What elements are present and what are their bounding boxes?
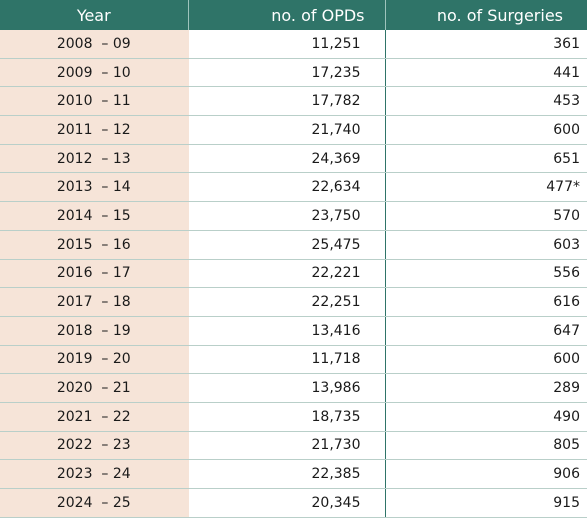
year-cell: 2008 – 09 (0, 30, 189, 59)
year-cell: 2017 – 18 (0, 287, 189, 317)
header-row: Year no. of OPDs no. of Surgeries (0, 0, 587, 30)
year-cell: 2020 – 21 (0, 373, 189, 403)
table-row: 2017 – 18 22,251 616 (0, 287, 587, 317)
year-cell: 2023 – 24 (0, 459, 189, 489)
year-cell: 2011 – 12 (0, 115, 189, 145)
opds-cell: 25,475 (188, 230, 386, 260)
table-row: 2022 – 23 21,730 805 (0, 431, 587, 461)
table-row: 2008 – 09 11,251 361 (0, 30, 587, 59)
opds-cell: 22,221 (188, 259, 386, 289)
table-row: 2009 – 10 17,235 441 (0, 58, 587, 88)
opds-cell: 22,385 (188, 459, 386, 489)
table-row: 2013 – 14 22,634 477* (0, 172, 587, 203)
surgeries-cell: 805 (385, 431, 587, 461)
opds-cell: 20,345 (188, 488, 386, 518)
table-row: 2012 – 13 24,369 651 (0, 144, 587, 174)
year-cell: 2022 – 23 (0, 431, 189, 461)
table-row: 2018 – 19 13,416 647 (0, 316, 587, 346)
header-opds: no. of OPDs (188, 0, 386, 30)
table-row: 2016 – 17 22,221 556 (0, 259, 587, 289)
table-row: 2010 – 11 17,782 453 (0, 86, 587, 117)
surgeries-cell: 361 (385, 30, 587, 59)
table-row: 2011 – 12 21,740 600 (0, 115, 587, 145)
surgeries-cell: 906 (385, 459, 587, 489)
opds-cell: 21,730 (188, 431, 386, 461)
year-cell: 2010 – 11 (0, 86, 189, 117)
opds-cell: 11,251 (188, 30, 386, 59)
surgeries-cell: 600 (385, 345, 587, 375)
table-row: 2020 – 21 13,986 289 (0, 373, 587, 403)
opds-cell: 13,416 (188, 316, 386, 346)
surgeries-cell: 477* (385, 172, 587, 203)
table-row: 2024 – 25 20,345 915 (0, 488, 587, 518)
surgeries-cell: 616 (385, 287, 587, 317)
year-cell: 2014 – 15 (0, 201, 189, 231)
surgeries-cell: 600 (385, 115, 587, 145)
year-cell: 2018 – 19 (0, 316, 189, 346)
table-row: 2019 – 20 11,718 600 (0, 345, 587, 375)
opds-cell: 22,251 (188, 287, 386, 317)
surgeries-cell: 453 (385, 86, 587, 117)
surgeries-cell: 570 (385, 201, 587, 231)
header-year: Year (0, 0, 189, 30)
header-surgeries: no. of Surgeries (385, 0, 587, 30)
opds-cell: 11,718 (188, 345, 386, 375)
year-cell: 2012 – 13 (0, 144, 189, 174)
surgeries-cell: 289 (385, 373, 587, 403)
opds-cell: 24,369 (188, 144, 386, 174)
year-cell: 2015 – 16 (0, 230, 189, 260)
table-body: 2008 – 09 11,251 361 2009 – 10 17,235 441 2010… (0, 30, 587, 518)
table-row: 2023 – 24 22,385 906 (0, 459, 587, 489)
surgeries-cell: 490 (385, 402, 587, 432)
surgeries-cell: 651 (385, 144, 587, 174)
surgeries-cell: 915 (385, 488, 587, 518)
surgeries-cell: 441 (385, 58, 587, 88)
year-cell: 2021 – 22 (0, 402, 189, 432)
surgeries-cell: 603 (385, 230, 587, 260)
table-row: 2015 – 16 25,475 603 (0, 230, 587, 260)
surgeries-cell: 647 (385, 316, 587, 346)
opds-cell: 18,735 (188, 402, 386, 432)
opds-cell: 21,740 (188, 115, 386, 145)
year-cell: 2019 – 20 (0, 345, 189, 375)
opds-cell: 23,750 (188, 201, 386, 231)
opds-cell: 17,235 (188, 58, 386, 88)
table-row: 2014 – 15 23,750 570 (0, 201, 587, 231)
opds-cell: 17,782 (188, 86, 386, 117)
year-cell: 2024 – 25 (0, 488, 189, 518)
year-cell: 2013 – 14 (0, 172, 189, 203)
year-cell: 2016 – 17 (0, 259, 189, 289)
opds-cell: 13,986 (188, 373, 386, 403)
table-header: Year no. of OPDs no. of Surgeries (0, 0, 587, 30)
surgeries-cell: 556 (385, 259, 587, 289)
year-cell: 2009 – 10 (0, 58, 189, 88)
opds-cell: 22,634 (188, 172, 386, 203)
table-row: 2021 – 22 18,735 490 (0, 402, 587, 432)
